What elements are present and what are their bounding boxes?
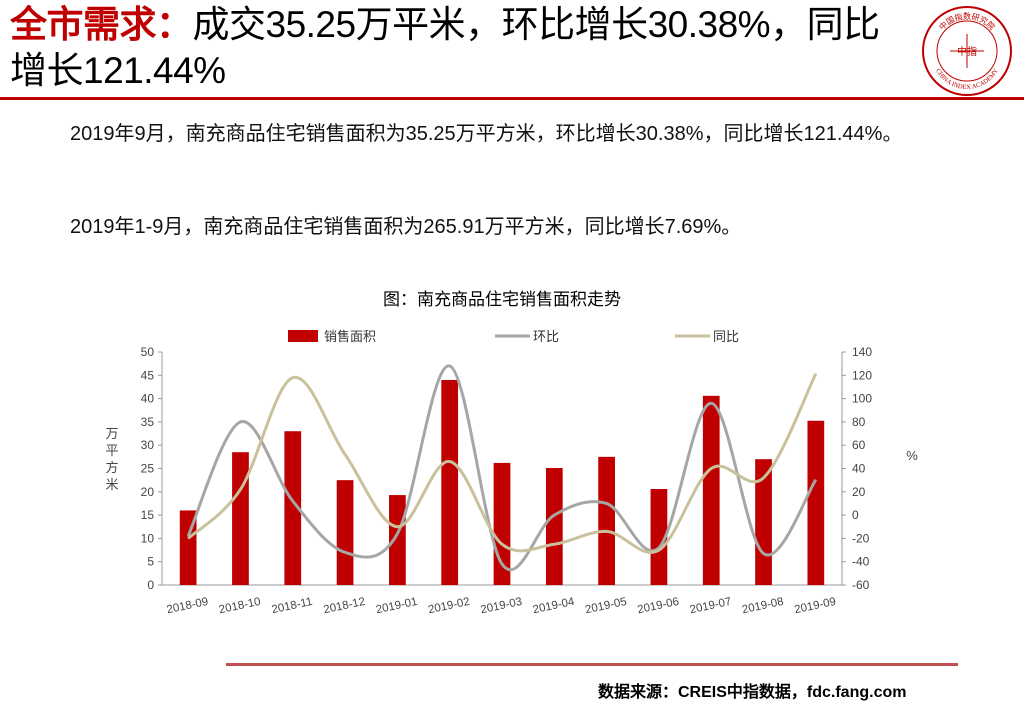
x-tick-label: 2018-10 xyxy=(218,596,262,617)
x-tick-label: 2019-01 xyxy=(375,596,419,617)
left-tick-label: 25 xyxy=(141,462,155,476)
bar-sales-area xyxy=(493,462,511,585)
line-yoy xyxy=(187,372,818,554)
bar-sales-area xyxy=(284,431,302,585)
right-tick-label: 20 xyxy=(852,485,866,499)
data-source: 数据来源：CREIS中指数据，fdc.fang.com xyxy=(598,684,907,701)
right-tick-label: 100 xyxy=(852,392,872,406)
right-tick-label: -40 xyxy=(852,555,870,569)
bar-sales-area xyxy=(232,452,249,585)
left-tick-label: 50 xyxy=(141,345,155,359)
left-axis-label-char: 方 xyxy=(105,460,118,475)
left-tick-label: 0 xyxy=(147,578,154,592)
bar-sales-area xyxy=(545,468,563,585)
left-tick-label: 15 xyxy=(141,508,155,522)
title-main: 成交35.25万平米，环比增长30.38%，同比增长121.44% xyxy=(10,4,880,91)
bar-sales-area xyxy=(389,495,406,585)
right-axis-label: % xyxy=(906,448,918,463)
bar-sales-area xyxy=(702,395,720,585)
china-index-academy-logo: 中国指数研究院 CHINA INDEX ACADEMY 中指 xyxy=(922,6,1012,96)
x-tick-label: 2019-09 xyxy=(793,596,837,617)
legend-label-yoy: 同比 xyxy=(713,329,739,344)
left-axis-label-char: 平 xyxy=(105,443,118,458)
right-tick-label: 40 xyxy=(852,462,866,476)
left-tick-label: 30 xyxy=(141,438,155,452)
bar-sales-area xyxy=(598,456,615,585)
bar-sales-area xyxy=(650,489,668,585)
line-mom xyxy=(186,364,818,572)
bar-sales-area xyxy=(336,480,354,585)
bar-sales-area xyxy=(441,379,459,585)
left-axis-label-char: 米 xyxy=(105,477,118,492)
svg-text:中指: 中指 xyxy=(957,45,977,58)
x-tick-label: 2019-02 xyxy=(427,596,471,617)
summary-paragraph-monthly: 2019年9月，南充商品住宅销售面积为35.25万平方米，环比增长30.38%，… xyxy=(70,123,903,145)
chart-title: 图：南充商品住宅销售面积走势 xyxy=(383,290,621,309)
title-prefix: 全市需求： xyxy=(10,4,193,45)
legend-label-sales-area: 销售面积 xyxy=(324,329,376,344)
x-tick-label: 2018-09 xyxy=(166,596,210,617)
x-tick-label: 2018-12 xyxy=(323,596,367,617)
x-tick-label: 2019-05 xyxy=(584,596,628,617)
right-tick-label: -20 xyxy=(852,531,870,545)
left-tick-label: 10 xyxy=(141,531,155,545)
page-title: 全市需求：成交35.25万平米，环比增长30.38%，同比增长121.44% xyxy=(10,2,910,94)
right-tick-label: -60 xyxy=(852,578,870,592)
x-tick-label: 2019-08 xyxy=(741,596,785,617)
left-tick-label: 20 xyxy=(141,485,155,499)
left-axis-label-char: 万 xyxy=(105,426,118,441)
legend-swatch-sales-area xyxy=(288,330,318,342)
right-tick-label: 0 xyxy=(852,508,859,522)
x-tick-label: 2019-03 xyxy=(479,596,523,617)
x-tick-label: 2018-11 xyxy=(271,596,314,616)
left-tick-label: 35 xyxy=(141,415,155,429)
summary-paragraph-ytd: 2019年1-9月，南充商品住宅销售面积为265.91万平方米，同比增长7.69… xyxy=(70,216,742,238)
x-tick-label: 2019-04 xyxy=(532,596,576,617)
x-tick-label: 2019-07 xyxy=(689,596,733,617)
x-tick-label: 2019-06 xyxy=(636,596,680,617)
sales-area-chart: 图：南充商品住宅销售面积走势销售面积 环比 同比 0 5 10 15 20 25 30 35 40 45… xyxy=(90,280,970,640)
bar-sales-area xyxy=(807,420,825,585)
left-tick-label: 40 xyxy=(141,392,155,406)
right-tick-label: 120 xyxy=(852,368,872,382)
left-tick-label: 5 xyxy=(147,555,154,569)
left-tick-label: 45 xyxy=(141,368,155,382)
footer-divider xyxy=(226,663,958,666)
right-tick-label: 140 xyxy=(852,345,872,359)
right-tick-label: 80 xyxy=(852,415,866,429)
right-tick-label: 60 xyxy=(852,438,866,452)
legend-label-mom: 环比 xyxy=(533,329,559,344)
title-divider xyxy=(0,97,1024,100)
